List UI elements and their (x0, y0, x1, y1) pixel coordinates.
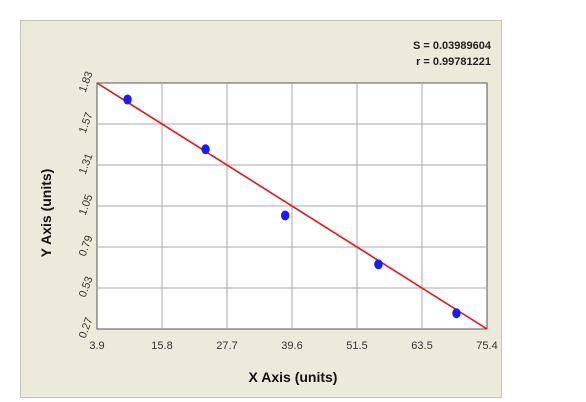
x-axis-title: X Axis (units) (249, 369, 338, 385)
data-point (201, 144, 210, 155)
scatter-chart: 3.9 15.8 27.7 39.6 51.5 63.5 75.4 0.27 0.53 0.79… (38, 40, 498, 385)
x-tick-label: 39.6 (281, 340, 302, 352)
chart-panel: 3.9 15.8 27.7 39.6 51.5 63.5 75.4 0.27 0.53 0.79… (20, 20, 502, 398)
x-tick-label: 3.9 (89, 340, 104, 352)
y-tick-label: 1.05 (77, 193, 96, 217)
data-point (374, 259, 383, 270)
y-tick-labels: 0.27 0.53 0.79 1.05 1.31 1.57 1.83 (77, 70, 96, 340)
data-points (123, 94, 461, 319)
y-tick-label: 1.83 (77, 70, 96, 94)
x-tick-label: 15.8 (151, 340, 172, 352)
y-axis-title: Y Axis (units) (38, 169, 54, 258)
stat-r-annotation: r = 0.99781221 (416, 56, 491, 68)
y-tick-label: 1.57 (77, 111, 96, 135)
stat-s-annotation: S = 0.03989604 (413, 40, 492, 52)
x-tick-label: 75.4 (476, 340, 497, 352)
x-tick-label: 27.7 (216, 340, 237, 352)
x-tick-labels: 3.9 15.8 27.7 39.6 51.5 63.5 75.4 (89, 340, 497, 352)
y-tick-label: 1.31 (77, 152, 96, 176)
data-point (280, 210, 290, 221)
data-point (123, 94, 132, 105)
y-tick-label: 0.53 (77, 275, 96, 299)
y-tick-label: 0.27 (77, 316, 96, 340)
regression-line (96, 82, 488, 330)
y-tick-label: 0.79 (77, 234, 96, 258)
x-tick-label: 63.5 (411, 340, 432, 352)
x-tick-label: 51.5 (346, 340, 367, 352)
data-point (452, 308, 461, 319)
